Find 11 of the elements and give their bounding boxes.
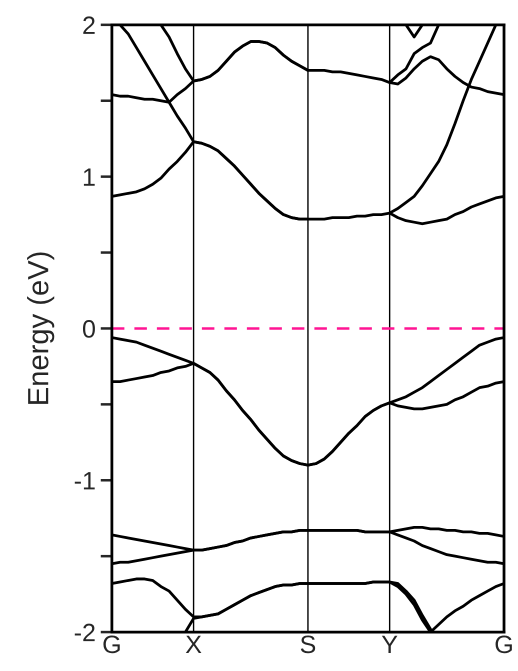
x-tick-label: Y (382, 636, 398, 653)
x-tick-label: G (496, 636, 512, 654)
y-tick-label: 0 (82, 320, 95, 338)
y-tick-label: -2 (74, 624, 95, 642)
x-tick-label: G (103, 636, 120, 654)
y-tick-label: 1 (84, 168, 95, 186)
x-tick-label: X (186, 636, 202, 653)
y-tick-label: -1 (74, 472, 95, 490)
x-tick-label: S (300, 636, 316, 654)
y-tick-label: 2 (83, 16, 95, 34)
y-axis-title: Energy (eV) (27, 252, 54, 404)
